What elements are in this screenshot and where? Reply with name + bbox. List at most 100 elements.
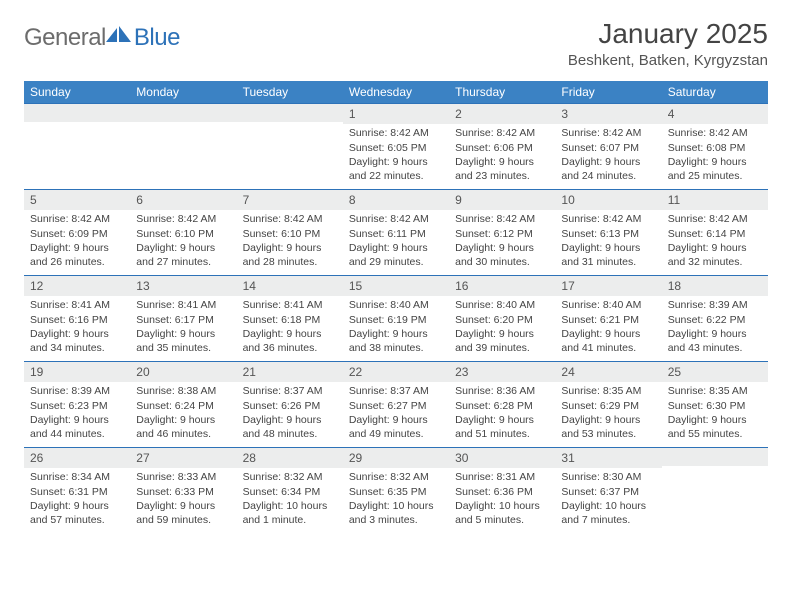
day-text: Sunrise: 8:42 AM Sunset: 6:12 PM Dayligh… bbox=[449, 210, 555, 273]
day-text: Sunrise: 8:42 AM Sunset: 6:07 PM Dayligh… bbox=[555, 124, 661, 187]
day-number: 26 bbox=[24, 448, 130, 468]
day-number bbox=[130, 104, 236, 122]
calendar-page: General Blue January 2025 Beshkent, Batk… bbox=[0, 0, 792, 552]
day-number: 28 bbox=[237, 448, 343, 468]
day-number: 11 bbox=[662, 190, 768, 210]
day-number bbox=[24, 104, 130, 122]
day-text: Sunrise: 8:32 AM Sunset: 6:34 PM Dayligh… bbox=[237, 468, 343, 531]
day-text: Sunrise: 8:32 AM Sunset: 6:35 PM Dayligh… bbox=[343, 468, 449, 531]
day-number: 8 bbox=[343, 190, 449, 210]
calendar-body: 1Sunrise: 8:42 AM Sunset: 6:05 PM Daylig… bbox=[24, 104, 768, 534]
day-number: 20 bbox=[130, 362, 236, 382]
location-text: Beshkent, Batken, Kyrgyzstan bbox=[568, 52, 768, 69]
day-text: Sunrise: 8:40 AM Sunset: 6:20 PM Dayligh… bbox=[449, 296, 555, 359]
day-text: Sunrise: 8:33 AM Sunset: 6:33 PM Dayligh… bbox=[130, 468, 236, 531]
calendar-day-cell: 1Sunrise: 8:42 AM Sunset: 6:05 PM Daylig… bbox=[343, 104, 449, 190]
day-number: 15 bbox=[343, 276, 449, 296]
calendar-day-cell: 3Sunrise: 8:42 AM Sunset: 6:07 PM Daylig… bbox=[555, 104, 661, 190]
day-text: Sunrise: 8:37 AM Sunset: 6:26 PM Dayligh… bbox=[237, 382, 343, 445]
day-number: 25 bbox=[662, 362, 768, 382]
day-text: Sunrise: 8:42 AM Sunset: 6:05 PM Dayligh… bbox=[343, 124, 449, 187]
day-number: 17 bbox=[555, 276, 661, 296]
calendar-table: Sunday Monday Tuesday Wednesday Thursday… bbox=[24, 81, 768, 534]
day-number: 9 bbox=[449, 190, 555, 210]
day-header-row: Sunday Monday Tuesday Wednesday Thursday… bbox=[24, 81, 768, 104]
day-text: Sunrise: 8:41 AM Sunset: 6:16 PM Dayligh… bbox=[24, 296, 130, 359]
day-number: 30 bbox=[449, 448, 555, 468]
day-text: Sunrise: 8:34 AM Sunset: 6:31 PM Dayligh… bbox=[24, 468, 130, 531]
calendar-day-cell: 24Sunrise: 8:35 AM Sunset: 6:29 PM Dayli… bbox=[555, 362, 661, 448]
calendar-day-cell: 14Sunrise: 8:41 AM Sunset: 6:18 PM Dayli… bbox=[237, 276, 343, 362]
day-number: 27 bbox=[130, 448, 236, 468]
day-text: Sunrise: 8:35 AM Sunset: 6:30 PM Dayligh… bbox=[662, 382, 768, 445]
logo-sail-icon bbox=[106, 26, 132, 44]
day-text bbox=[130, 122, 236, 128]
day-number: 16 bbox=[449, 276, 555, 296]
calendar-day-cell bbox=[237, 104, 343, 190]
day-text: Sunrise: 8:36 AM Sunset: 6:28 PM Dayligh… bbox=[449, 382, 555, 445]
day-header-saturday: Saturday bbox=[662, 81, 768, 104]
calendar-day-cell: 12Sunrise: 8:41 AM Sunset: 6:16 PM Dayli… bbox=[24, 276, 130, 362]
logo-text-general: General bbox=[24, 24, 106, 52]
calendar-day-cell: 9Sunrise: 8:42 AM Sunset: 6:12 PM Daylig… bbox=[449, 190, 555, 276]
day-text: Sunrise: 8:31 AM Sunset: 6:36 PM Dayligh… bbox=[449, 468, 555, 531]
logo: General Blue bbox=[24, 24, 180, 52]
calendar-day-cell: 26Sunrise: 8:34 AM Sunset: 6:31 PM Dayli… bbox=[24, 448, 130, 534]
day-text: Sunrise: 8:42 AM Sunset: 6:06 PM Dayligh… bbox=[449, 124, 555, 187]
calendar-week-row: 26Sunrise: 8:34 AM Sunset: 6:31 PM Dayli… bbox=[24, 448, 768, 534]
day-number: 19 bbox=[24, 362, 130, 382]
day-number: 23 bbox=[449, 362, 555, 382]
calendar-day-cell: 22Sunrise: 8:37 AM Sunset: 6:27 PM Dayli… bbox=[343, 362, 449, 448]
calendar-day-cell: 31Sunrise: 8:30 AM Sunset: 6:37 PM Dayli… bbox=[555, 448, 661, 534]
calendar-day-cell bbox=[130, 104, 236, 190]
day-header-thursday: Thursday bbox=[449, 81, 555, 104]
day-text: Sunrise: 8:39 AM Sunset: 6:23 PM Dayligh… bbox=[24, 382, 130, 445]
day-number bbox=[237, 104, 343, 122]
logo-text-blue: Blue bbox=[134, 24, 180, 52]
day-text: Sunrise: 8:42 AM Sunset: 6:14 PM Dayligh… bbox=[662, 210, 768, 273]
day-text bbox=[662, 466, 768, 472]
day-text: Sunrise: 8:42 AM Sunset: 6:08 PM Dayligh… bbox=[662, 124, 768, 187]
day-number: 6 bbox=[130, 190, 236, 210]
calendar-day-cell: 17Sunrise: 8:40 AM Sunset: 6:21 PM Dayli… bbox=[555, 276, 661, 362]
day-text: Sunrise: 8:37 AM Sunset: 6:27 PM Dayligh… bbox=[343, 382, 449, 445]
day-number bbox=[662, 448, 768, 466]
calendar-day-cell: 11Sunrise: 8:42 AM Sunset: 6:14 PM Dayli… bbox=[662, 190, 768, 276]
day-number: 14 bbox=[237, 276, 343, 296]
day-header-tuesday: Tuesday bbox=[237, 81, 343, 104]
day-number: 31 bbox=[555, 448, 661, 468]
day-number: 21 bbox=[237, 362, 343, 382]
calendar-week-row: 1Sunrise: 8:42 AM Sunset: 6:05 PM Daylig… bbox=[24, 104, 768, 190]
calendar-day-cell: 25Sunrise: 8:35 AM Sunset: 6:30 PM Dayli… bbox=[662, 362, 768, 448]
day-text: Sunrise: 8:42 AM Sunset: 6:10 PM Dayligh… bbox=[237, 210, 343, 273]
calendar-day-cell: 2Sunrise: 8:42 AM Sunset: 6:06 PM Daylig… bbox=[449, 104, 555, 190]
day-text: Sunrise: 8:40 AM Sunset: 6:21 PM Dayligh… bbox=[555, 296, 661, 359]
day-header-friday: Friday bbox=[555, 81, 661, 104]
calendar-week-row: 5Sunrise: 8:42 AM Sunset: 6:09 PM Daylig… bbox=[24, 190, 768, 276]
day-number: 12 bbox=[24, 276, 130, 296]
month-title: January 2025 bbox=[568, 18, 768, 50]
day-text bbox=[237, 122, 343, 128]
calendar-day-cell bbox=[662, 448, 768, 534]
calendar-day-cell: 8Sunrise: 8:42 AM Sunset: 6:11 PM Daylig… bbox=[343, 190, 449, 276]
calendar-day-cell: 18Sunrise: 8:39 AM Sunset: 6:22 PM Dayli… bbox=[662, 276, 768, 362]
day-text: Sunrise: 8:42 AM Sunset: 6:09 PM Dayligh… bbox=[24, 210, 130, 273]
calendar-day-cell: 23Sunrise: 8:36 AM Sunset: 6:28 PM Dayli… bbox=[449, 362, 555, 448]
day-number: 29 bbox=[343, 448, 449, 468]
day-header-monday: Monday bbox=[130, 81, 236, 104]
day-header-sunday: Sunday bbox=[24, 81, 130, 104]
calendar-day-cell: 5Sunrise: 8:42 AM Sunset: 6:09 PM Daylig… bbox=[24, 190, 130, 276]
page-header: General Blue January 2025 Beshkent, Batk… bbox=[24, 18, 768, 73]
day-number: 13 bbox=[130, 276, 236, 296]
calendar-day-cell: 16Sunrise: 8:40 AM Sunset: 6:20 PM Dayli… bbox=[449, 276, 555, 362]
day-number: 10 bbox=[555, 190, 661, 210]
day-text: Sunrise: 8:35 AM Sunset: 6:29 PM Dayligh… bbox=[555, 382, 661, 445]
day-number: 7 bbox=[237, 190, 343, 210]
calendar-day-cell bbox=[24, 104, 130, 190]
day-text: Sunrise: 8:40 AM Sunset: 6:19 PM Dayligh… bbox=[343, 296, 449, 359]
day-number: 24 bbox=[555, 362, 661, 382]
day-text: Sunrise: 8:39 AM Sunset: 6:22 PM Dayligh… bbox=[662, 296, 768, 359]
day-text: Sunrise: 8:42 AM Sunset: 6:11 PM Dayligh… bbox=[343, 210, 449, 273]
calendar-day-cell: 13Sunrise: 8:41 AM Sunset: 6:17 PM Dayli… bbox=[130, 276, 236, 362]
title-block: January 2025 Beshkent, Batken, Kyrgyzsta… bbox=[568, 18, 768, 73]
